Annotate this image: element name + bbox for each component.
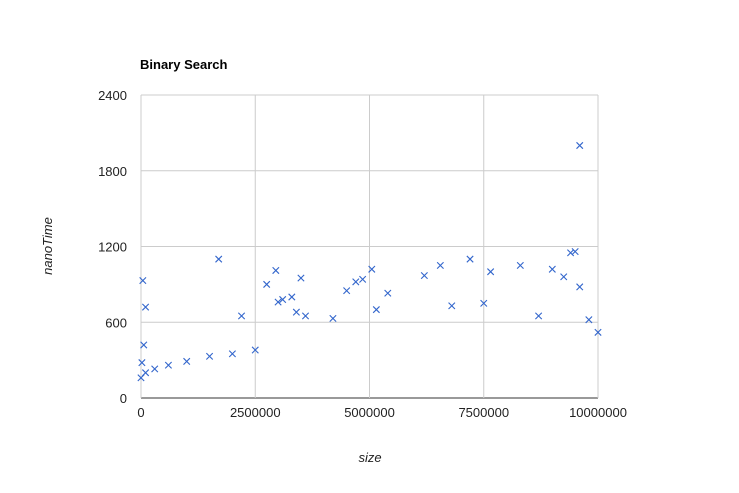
gridlines <box>140 94 599 399</box>
data-point <box>368 265 376 273</box>
data-point <box>297 274 305 282</box>
data-point <box>372 306 380 314</box>
data-point <box>480 299 488 307</box>
chart-title: Binary Search <box>140 57 227 72</box>
y-tick-label: 2400 <box>98 88 127 103</box>
data-point <box>251 346 259 354</box>
data-point <box>420 271 428 280</box>
data-point <box>585 316 593 324</box>
data-point <box>436 261 444 270</box>
data-point <box>288 293 296 301</box>
data-point <box>535 312 543 320</box>
data-point <box>272 266 280 275</box>
data-point <box>329 314 337 323</box>
data-point <box>352 278 360 286</box>
data-point <box>576 141 584 150</box>
data-point <box>301 312 310 320</box>
data-point <box>548 265 556 273</box>
data-point <box>560 273 568 281</box>
data-point <box>139 276 147 285</box>
data-points <box>137 141 602 382</box>
y-axis-title: nanoTime <box>40 217 55 275</box>
data-point <box>466 255 474 263</box>
data-point <box>279 295 287 304</box>
data-point <box>215 255 223 263</box>
data-point <box>594 328 602 336</box>
data-point <box>384 289 392 297</box>
data-point <box>228 350 236 358</box>
y-tick-label: 1200 <box>98 240 127 255</box>
data-point <box>571 247 579 256</box>
data-point <box>237 312 246 320</box>
data-point <box>566 249 575 257</box>
data-point <box>138 359 146 367</box>
x-tick-label: 0 <box>137 405 144 420</box>
data-point <box>183 357 191 365</box>
data-point <box>343 287 351 295</box>
data-point <box>140 341 148 349</box>
y-tick-label: 0 <box>120 391 127 406</box>
data-point <box>359 275 367 283</box>
y-tick-label: 600 <box>105 315 127 330</box>
x-tick-label: 10000000 <box>569 405 627 420</box>
x-tick-label: 2500000 <box>230 405 281 420</box>
data-point <box>292 308 300 316</box>
data-point <box>263 280 271 288</box>
x-axis-title: size <box>358 450 381 465</box>
data-point <box>274 298 282 306</box>
x-tick-label: 5000000 <box>344 405 395 420</box>
y-tick-label: 1800 <box>98 164 127 179</box>
data-point <box>487 268 495 276</box>
data-point <box>448 302 456 310</box>
data-point <box>164 361 173 369</box>
data-point <box>576 283 584 291</box>
data-point <box>516 261 524 270</box>
data-point <box>205 352 214 360</box>
data-point <box>141 303 150 311</box>
data-point <box>141 369 150 377</box>
tick-labels: 0 600 1200 1800 2400 0 2500000 5000000 7500000 10… <box>98 88 627 420</box>
x-tick-label: 7500000 <box>458 405 509 420</box>
data-point <box>151 365 159 373</box>
